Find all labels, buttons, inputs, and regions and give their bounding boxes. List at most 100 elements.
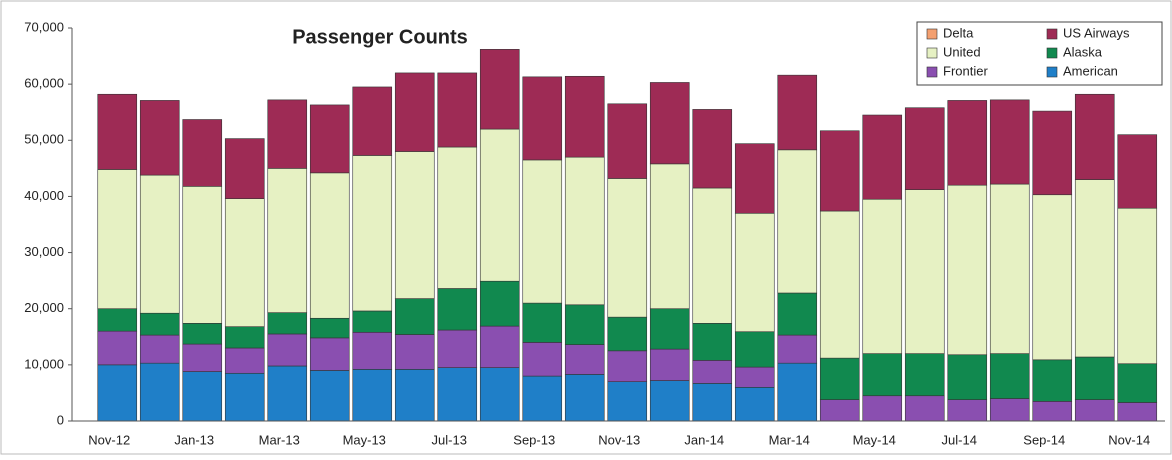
bar-segment — [224, 138, 265, 199]
bar-segment — [947, 399, 988, 422]
bar-segment — [267, 312, 308, 335]
bar-segment — [224, 326, 265, 349]
bar-segment — [182, 119, 223, 187]
bar-segment — [692, 383, 733, 422]
bar-segment — [819, 210, 860, 359]
bar-segment — [649, 380, 690, 422]
bar-segment — [182, 186, 223, 324]
bar-segment — [522, 375, 563, 422]
bar-segment — [437, 288, 478, 331]
bar-segment — [1074, 93, 1115, 180]
x-tick-label: Jul-14 — [942, 432, 977, 447]
bar-segment — [139, 334, 180, 364]
bar-segment — [777, 74, 818, 151]
bar-segment — [989, 353, 1030, 399]
bar-segment — [564, 374, 605, 422]
bar-segment — [1032, 110, 1073, 196]
chart-title: Passenger Counts — [292, 26, 468, 48]
bar-segment — [479, 280, 520, 327]
bar-segment — [564, 344, 605, 375]
bar-segment — [1117, 134, 1158, 209]
x-tick-label: Nov-12 — [88, 432, 130, 447]
legend-swatch — [1046, 28, 1058, 40]
legend-swatch — [926, 47, 938, 59]
bar-segment — [479, 49, 520, 130]
y-tick-label: 40,000 — [24, 188, 64, 203]
x-tick-label: Jul-13 — [432, 432, 467, 447]
bar-segment — [862, 198, 903, 354]
bar-segment — [734, 366, 775, 388]
bar-segment — [947, 354, 988, 400]
legend-label: American — [1063, 63, 1118, 78]
bar-segment — [649, 82, 690, 165]
y-tick-label: 10,000 — [24, 356, 64, 371]
bar-segment — [267, 333, 308, 367]
bar-segment — [734, 143, 775, 214]
bar-segment — [97, 308, 138, 332]
legend-label: Delta — [943, 25, 974, 40]
bar-segment — [352, 310, 393, 333]
bar-segment — [139, 100, 180, 176]
bar-segment — [1117, 402, 1158, 422]
x-tick-label: Sep-14 — [1023, 432, 1065, 447]
bar-segment — [564, 156, 605, 306]
bar-segment — [777, 292, 818, 336]
bar-segment — [862, 353, 903, 397]
bar-segment — [777, 334, 818, 364]
bar-segment — [97, 93, 138, 170]
bar-segment — [437, 146, 478, 289]
y-tick-label: 60,000 — [24, 76, 64, 91]
bar-segment — [734, 387, 775, 422]
bar-segment — [394, 369, 435, 422]
bar-segment — [97, 364, 138, 422]
legend-swatch — [1046, 47, 1058, 59]
y-tick-label: 50,000 — [24, 132, 64, 147]
bar-segment — [309, 172, 350, 319]
bar-segment — [267, 365, 308, 422]
bar-segment — [734, 331, 775, 368]
bar-segment — [904, 107, 945, 190]
bar-segment — [394, 72, 435, 152]
y-tick-label: 20,000 — [24, 300, 64, 315]
bar-segment — [309, 104, 350, 174]
bar-segment — [777, 362, 818, 422]
bar-segment — [734, 212, 775, 333]
bar-segment — [97, 330, 138, 366]
bar-segment — [97, 169, 138, 310]
bar-segment — [692, 109, 733, 189]
bar-segment — [989, 183, 1030, 354]
bar-segment — [224, 372, 265, 422]
bar-segment — [522, 302, 563, 343]
bar-segment — [309, 337, 350, 371]
x-tick-label: Nov-13 — [598, 432, 640, 447]
bar-segment — [139, 362, 180, 422]
legend-label: Alaska — [1063, 44, 1103, 59]
bar-segment — [904, 189, 945, 354]
bar-segment — [437, 72, 478, 148]
x-tick-label: Jan-13 — [174, 432, 214, 447]
bar-segment — [522, 159, 563, 304]
legend-label: US Airways — [1063, 25, 1130, 40]
bar-segment — [819, 357, 860, 400]
bar-segment — [777, 149, 818, 294]
bar-segment — [1117, 363, 1158, 403]
bar-segment — [1074, 356, 1115, 400]
bar-segment — [607, 350, 648, 383]
x-tick-label: Mar-13 — [259, 432, 300, 447]
bar-segment — [352, 331, 393, 370]
bar-segment — [267, 99, 308, 169]
y-tick-label: 70,000 — [24, 19, 64, 34]
bar-segment — [522, 76, 563, 161]
bar-segment — [692, 323, 733, 361]
bar-segment — [819, 399, 860, 422]
bar-segment — [352, 86, 393, 156]
bar-segment — [607, 103, 648, 179]
bar-segment — [1074, 399, 1115, 422]
bar-segment — [947, 100, 988, 186]
bar-segment — [1074, 179, 1115, 358]
legend-swatch — [1046, 66, 1058, 78]
bar-segment — [649, 308, 690, 350]
y-tick-label: 30,000 — [24, 244, 64, 259]
